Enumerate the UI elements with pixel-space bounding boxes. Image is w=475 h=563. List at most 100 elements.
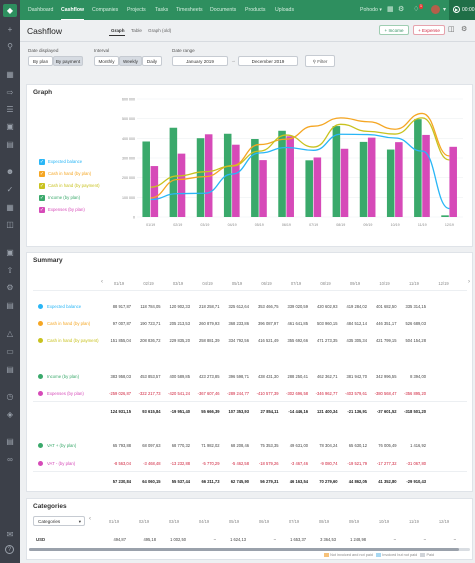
- checkbox-icon[interactable]: ✓: [39, 207, 45, 213]
- report-icon[interactable]: ▤: [6, 365, 14, 374]
- tab-graph-old[interactable]: Graph (old): [148, 28, 172, 33]
- bar-expense[interactable]: [449, 146, 457, 217]
- nav-documents[interactable]: Documents: [210, 7, 237, 13]
- gear-icon[interactable]: ⚙: [461, 26, 468, 33]
- bar-expense[interactable]: [367, 137, 376, 217]
- chat-icon[interactable]: ✉: [6, 530, 14, 539]
- add-expense-button[interactable]: + Expense: [413, 25, 445, 35]
- next-arrow-icon[interactable]: ›: [468, 279, 470, 285]
- add-icon[interactable]: +: [7, 25, 13, 34]
- bar-income[interactable]: [332, 126, 341, 217]
- bar-expense[interactable]: [150, 166, 159, 217]
- bar-income[interactable]: [251, 139, 259, 217]
- product-icon[interactable]: ▣: [6, 248, 14, 257]
- bar-expense[interactable]: [395, 142, 403, 217]
- interval-daily[interactable]: Daily: [142, 56, 162, 66]
- tab-table[interactable]: Table: [131, 28, 142, 33]
- nav-cashflow[interactable]: Cashflow: [61, 0, 85, 20]
- bell-icon[interactable]: ♢: [413, 6, 420, 13]
- filter-button[interactable]: ⚲ Filter: [305, 55, 335, 67]
- calendar-icon[interactable]: ▦: [6, 203, 14, 212]
- time-icon[interactable]: ◷: [6, 392, 14, 401]
- legend-item[interactable]: ✓ Expected balance: [39, 159, 82, 167]
- nav-timesheets[interactable]: Timesheets: [176, 7, 203, 13]
- prev-arrow-icon[interactable]: ‹: [101, 279, 103, 285]
- by-payment-button[interactable]: By payment: [53, 56, 83, 66]
- bar-income[interactable]: [196, 138, 205, 217]
- divider: [33, 401, 467, 402]
- bar-expense[interactable]: [177, 153, 186, 217]
- interval-monthly[interactable]: Monthly: [94, 56, 119, 66]
- settings-icon[interactable]: ⚙: [6, 283, 14, 292]
- legend-item[interactable]: ✓ Cash in hand (by plan): [39, 171, 91, 179]
- legend-item[interactable]: ✓ Expenses (by plan): [39, 207, 85, 215]
- legend-item[interactable]: ✓ Income (by plan): [39, 195, 80, 203]
- avatar[interactable]: [431, 5, 440, 14]
- nav-companies[interactable]: Companies: [92, 7, 119, 13]
- nav-products[interactable]: Products: [245, 7, 266, 13]
- link-icon[interactable]: ∞: [7, 455, 13, 464]
- checkbox-icon[interactable]: ✓: [39, 159, 45, 165]
- table-cell: -31 067,80: [406, 461, 426, 466]
- nav-projects[interactable]: Projects: [127, 7, 146, 13]
- prev-arrow-icon[interactable]: ‹: [89, 516, 91, 522]
- list-icon[interactable]: ☰: [6, 105, 14, 114]
- nav-dashboard[interactable]: Dashboard: [28, 7, 54, 13]
- timer-widget[interactable]: ▶ 00:00: [449, 0, 475, 20]
- settings-gear-icon[interactable]: ⚙: [398, 6, 405, 13]
- bar-expense[interactable]: [313, 157, 322, 217]
- tab-graph[interactable]: Graph: [111, 28, 125, 33]
- bar-expense[interactable]: [422, 134, 430, 217]
- date-from-input[interactable]: January 2019: [172, 56, 228, 66]
- import-icon[interactable]: ⇨: [6, 88, 14, 97]
- search-icon[interactable]: ⚲: [7, 42, 13, 51]
- bar-expense[interactable]: [259, 160, 267, 217]
- bar-income[interactable]: [305, 160, 313, 217]
- app-logo-icon[interactable]: ◆: [3, 4, 17, 17]
- by-plan-button[interactable]: By plan: [28, 56, 53, 66]
- checkbox-icon[interactable]: ✓: [39, 183, 45, 189]
- interval-weekly[interactable]: Weekly: [119, 56, 142, 66]
- bar-expense[interactable]: [340, 148, 349, 217]
- filter-icon: ⚲: [312, 59, 316, 64]
- bar-income[interactable]: [386, 149, 395, 217]
- dropdown-icon[interactable]: ▾: [443, 7, 447, 13]
- help-icon[interactable]: ?: [5, 545, 14, 554]
- upload-icon[interactable]: ⇧: [6, 266, 14, 275]
- bar-expense[interactable]: [286, 136, 294, 217]
- bar-income[interactable]: [359, 141, 368, 217]
- table-cell: 462 362,71: [317, 374, 338, 379]
- apps-icon[interactable]: ▦: [387, 6, 394, 13]
- nav-tasks[interactable]: Tasks: [155, 7, 169, 13]
- categories-select[interactable]: Categories ▾: [33, 516, 85, 526]
- bar-income[interactable]: [441, 215, 449, 217]
- nav-uploads[interactable]: Uploads: [275, 7, 295, 13]
- chart-icon[interactable]: ▦: [6, 70, 14, 79]
- add-income-button[interactable]: + Income: [379, 25, 409, 35]
- invoice-icon[interactable]: ▤: [6, 301, 14, 310]
- table-cell: 68 770,32: [171, 443, 190, 448]
- tasks-icon[interactable]: ✓: [6, 185, 14, 194]
- date-to-input[interactable]: December 2019: [238, 56, 298, 66]
- bar-income[interactable]: [278, 130, 286, 217]
- tag-icon[interactable]: ◈: [6, 410, 14, 419]
- horizontal-scrollbar[interactable]: [29, 548, 470, 551]
- wallet-icon[interactable]: ▭: [6, 347, 14, 356]
- series-dot-icon: [38, 391, 43, 397]
- company-switcher[interactable]: Pohodo ▾: [360, 0, 382, 20]
- archive-icon[interactable]: ▤: [6, 437, 14, 446]
- bank-icon[interactable]: △: [6, 329, 14, 338]
- document-icon[interactable]: ▤: [6, 140, 14, 149]
- bar-income[interactable]: [414, 119, 422, 217]
- checkbox-icon[interactable]: ✓: [39, 195, 45, 201]
- checkbox-icon[interactable]: ✓: [39, 171, 45, 177]
- scrollbar-thumb[interactable]: [29, 548, 459, 551]
- users-icon[interactable]: ☻: [5, 167, 15, 176]
- bar-expense[interactable]: [232, 144, 240, 217]
- legend-item[interactable]: ✓ Cash in hand (by payment): [39, 183, 100, 191]
- bar-income[interactable]: [169, 127, 178, 217]
- copy-icon[interactable]: ◫: [448, 26, 455, 33]
- folder-icon[interactable]: ◫: [6, 220, 14, 229]
- grid-icon[interactable]: ▣: [6, 122, 14, 131]
- bar-income[interactable]: [142, 141, 150, 217]
